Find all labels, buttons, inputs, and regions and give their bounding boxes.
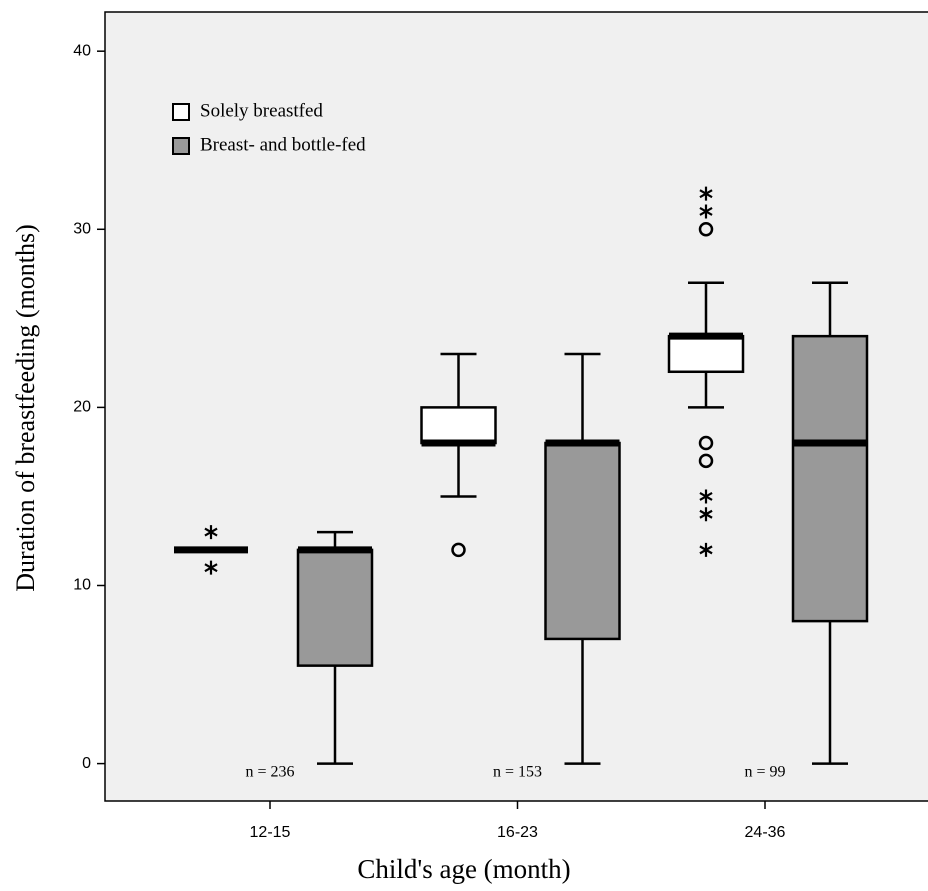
box [791, 334, 869, 623]
box [420, 406, 497, 445]
outlier [451, 542, 466, 558]
legend-label: Solely breastfed [200, 100, 323, 121]
x-tick-label: 16-23 [497, 824, 538, 841]
legend-label: Breast- and bottle-fed [200, 134, 366, 155]
plot-area [104, 11, 928, 802]
y-tick-label: 0 [82, 755, 91, 772]
y-tick-label: 40 [73, 42, 91, 59]
box [667, 334, 745, 374]
outlier [698, 222, 714, 237]
extreme [699, 489, 713, 504]
x-axis-title: Child's age (month) [357, 854, 570, 884]
extreme [204, 560, 218, 575]
n-label: n = 236 [245, 763, 294, 780]
extreme [204, 525, 218, 540]
y-axis-title: Duration of breastfeeding (months) [11, 224, 40, 592]
y-tick-label: 10 [73, 577, 91, 594]
extreme [699, 204, 713, 219]
extreme [699, 507, 713, 522]
y-tick-label: 20 [73, 399, 91, 416]
box [544, 441, 621, 641]
legend-swatch [172, 137, 190, 155]
n-label: n = 153 [493, 763, 542, 780]
extreme [699, 542, 713, 557]
outlier [698, 435, 714, 451]
x-tick-label: 12-15 [250, 824, 291, 841]
legend-swatch [172, 103, 190, 121]
outlier [698, 453, 714, 469]
y-tick-label: 30 [73, 221, 91, 238]
box [296, 548, 374, 667]
x-tick-label: 24-36 [745, 824, 786, 841]
n-label: n = 99 [744, 763, 785, 780]
extreme [699, 186, 713, 201]
